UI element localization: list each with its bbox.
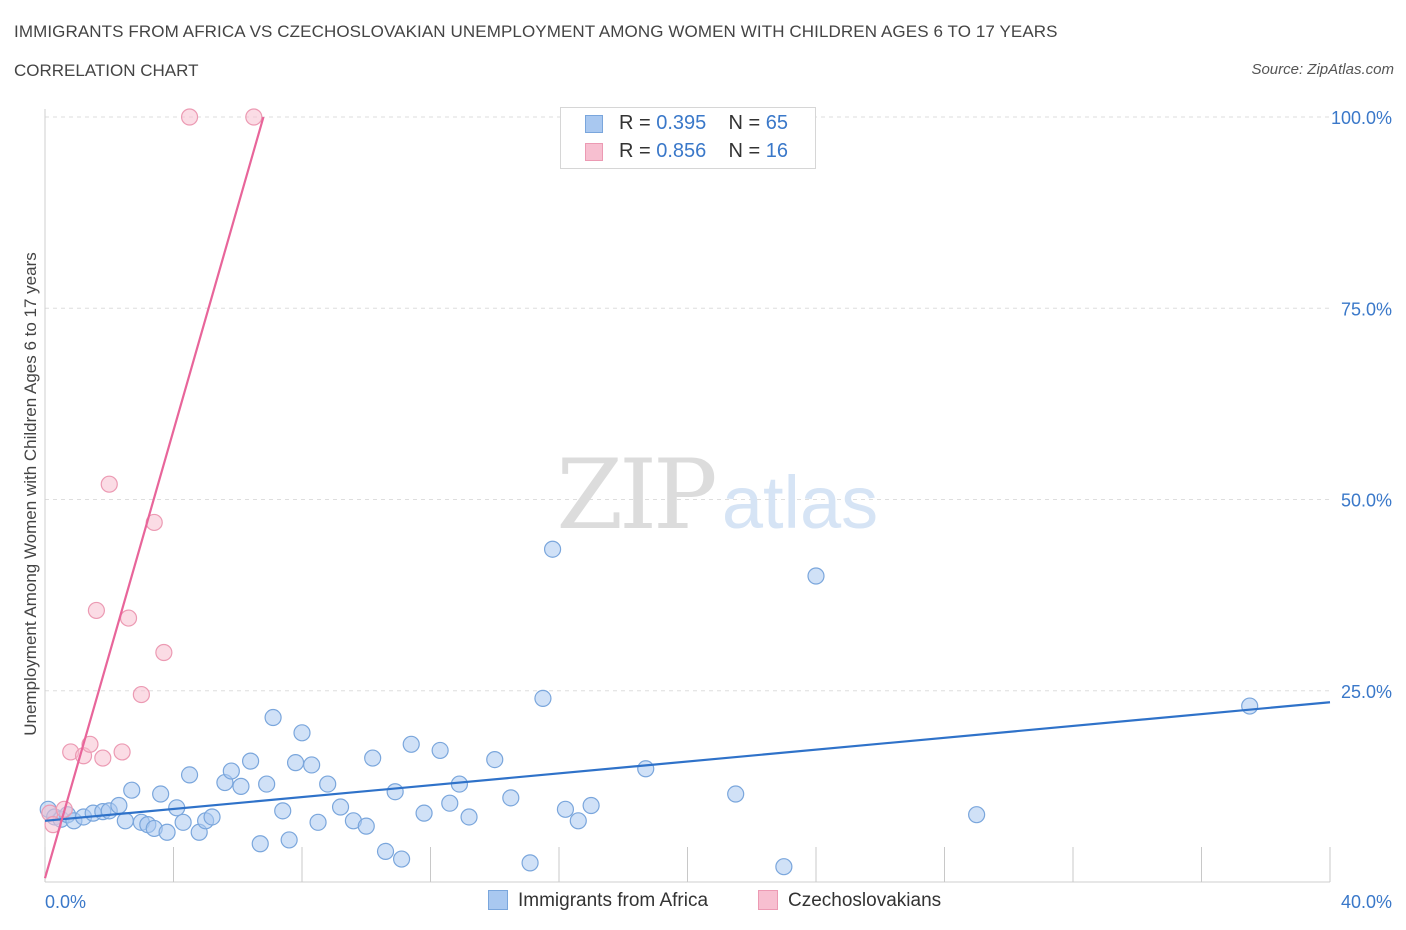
africa-point <box>357 817 375 835</box>
africa-point <box>293 724 311 742</box>
watermark: ZIP atlas <box>556 439 878 551</box>
legend-swatch-africa <box>585 115 603 133</box>
czech-point <box>113 743 131 761</box>
africa-point <box>807 567 825 585</box>
data-points <box>39 108 1259 876</box>
africa-point <box>331 798 350 816</box>
africa-point <box>110 796 128 815</box>
africa-point <box>502 789 520 807</box>
bottom-swatch-africa <box>488 890 508 910</box>
africa-point <box>543 540 562 558</box>
africa-point <box>569 812 587 830</box>
africa-point <box>486 750 504 769</box>
africa-point <box>431 741 449 760</box>
czech-trend-line <box>43 116 265 879</box>
czech-point <box>180 108 199 126</box>
africa-point <box>1241 697 1259 715</box>
watermark-zip: ZIP <box>556 439 715 551</box>
africa-point <box>274 802 292 820</box>
legend-swatch-czech <box>585 143 603 161</box>
bottom-legend-africa: Immigrants from Africa <box>488 890 708 912</box>
africa-point <box>203 808 221 826</box>
africa-point <box>232 777 250 795</box>
africa-point <box>968 806 986 824</box>
africa-point <box>280 831 298 849</box>
africa-point <box>402 735 420 753</box>
africa-point <box>441 794 459 812</box>
africa-point <box>123 781 141 799</box>
czech-point <box>119 609 138 627</box>
czech-point <box>94 749 112 767</box>
czech-point <box>87 601 106 620</box>
x-tick-label: 0.0% <box>45 892 86 912</box>
czech-point <box>132 685 150 704</box>
africa-point <box>264 708 282 727</box>
czech-point <box>81 735 99 753</box>
czech-point <box>100 475 118 493</box>
africa-trend-line <box>44 701 1331 822</box>
y-tick-label: 100.0% <box>1331 108 1392 128</box>
legend-text-czech: R = 0.856 N = 16 <box>619 140 789 162</box>
africa-point <box>386 783 404 801</box>
africa-point <box>152 785 170 803</box>
source-credit: Source: ZipAtlas.com <box>1251 61 1394 78</box>
axes <box>44 109 1331 883</box>
bottom-legend-czech: Czechoslovakians <box>758 890 941 912</box>
africa-point <box>727 785 745 803</box>
africa-point <box>460 808 478 826</box>
africa-point <box>116 812 134 830</box>
africa-point <box>309 813 327 831</box>
czech-point <box>245 108 263 126</box>
africa-point <box>251 835 269 853</box>
bottom-legend-czech-label: Czechoslovakians <box>788 890 942 911</box>
africa-point <box>415 804 433 822</box>
africa-point <box>258 775 276 793</box>
africa-point <box>775 858 793 876</box>
y-axis-label: Unemployment Among Women with Children A… <box>21 252 40 736</box>
tick-labels: 25.0% 50.0% 75.0% 100.0% 0.0% 40.0% Unemployme… <box>21 108 1392 912</box>
africa-point <box>242 752 260 770</box>
stats-legend: R = 0.395 N = 65 R = 0.856 N = 16 <box>560 107 816 169</box>
africa-point <box>534 689 552 708</box>
y-tick-label: 75.0% <box>1341 299 1392 319</box>
africa-point <box>222 762 240 780</box>
y-tick-label: 25.0% <box>1341 682 1392 702</box>
africa-point <box>286 754 305 772</box>
bottom-swatch-czech <box>758 890 778 910</box>
africa-point <box>521 854 539 872</box>
bottom-legend-africa-label: Immigrants from Africa <box>518 890 709 911</box>
africa-point <box>158 823 176 841</box>
africa-point <box>319 775 337 793</box>
africa-point <box>303 756 321 774</box>
trend-lines <box>43 116 1331 879</box>
y-tick-label: 50.0% <box>1341 491 1392 511</box>
chart-subtitle: CORRELATION CHART <box>14 61 199 80</box>
africa-point <box>174 813 192 831</box>
africa-point <box>582 796 600 815</box>
africa-point <box>637 760 655 778</box>
africa-point <box>556 800 575 818</box>
africa-point <box>392 850 411 868</box>
africa-point <box>364 749 382 767</box>
legend-text-africa: R = 0.395 N = 65 <box>619 112 789 134</box>
chart-title: IMMIGRANTS FROM AFRICA VS CZECHOSLOVAKIA… <box>14 22 1058 41</box>
watermark-atlas: atlas <box>722 461 878 544</box>
czech-point <box>155 643 173 662</box>
x-tick-label: 40.0% <box>1341 892 1392 912</box>
africa-point <box>376 842 395 861</box>
africa-point <box>180 766 199 784</box>
